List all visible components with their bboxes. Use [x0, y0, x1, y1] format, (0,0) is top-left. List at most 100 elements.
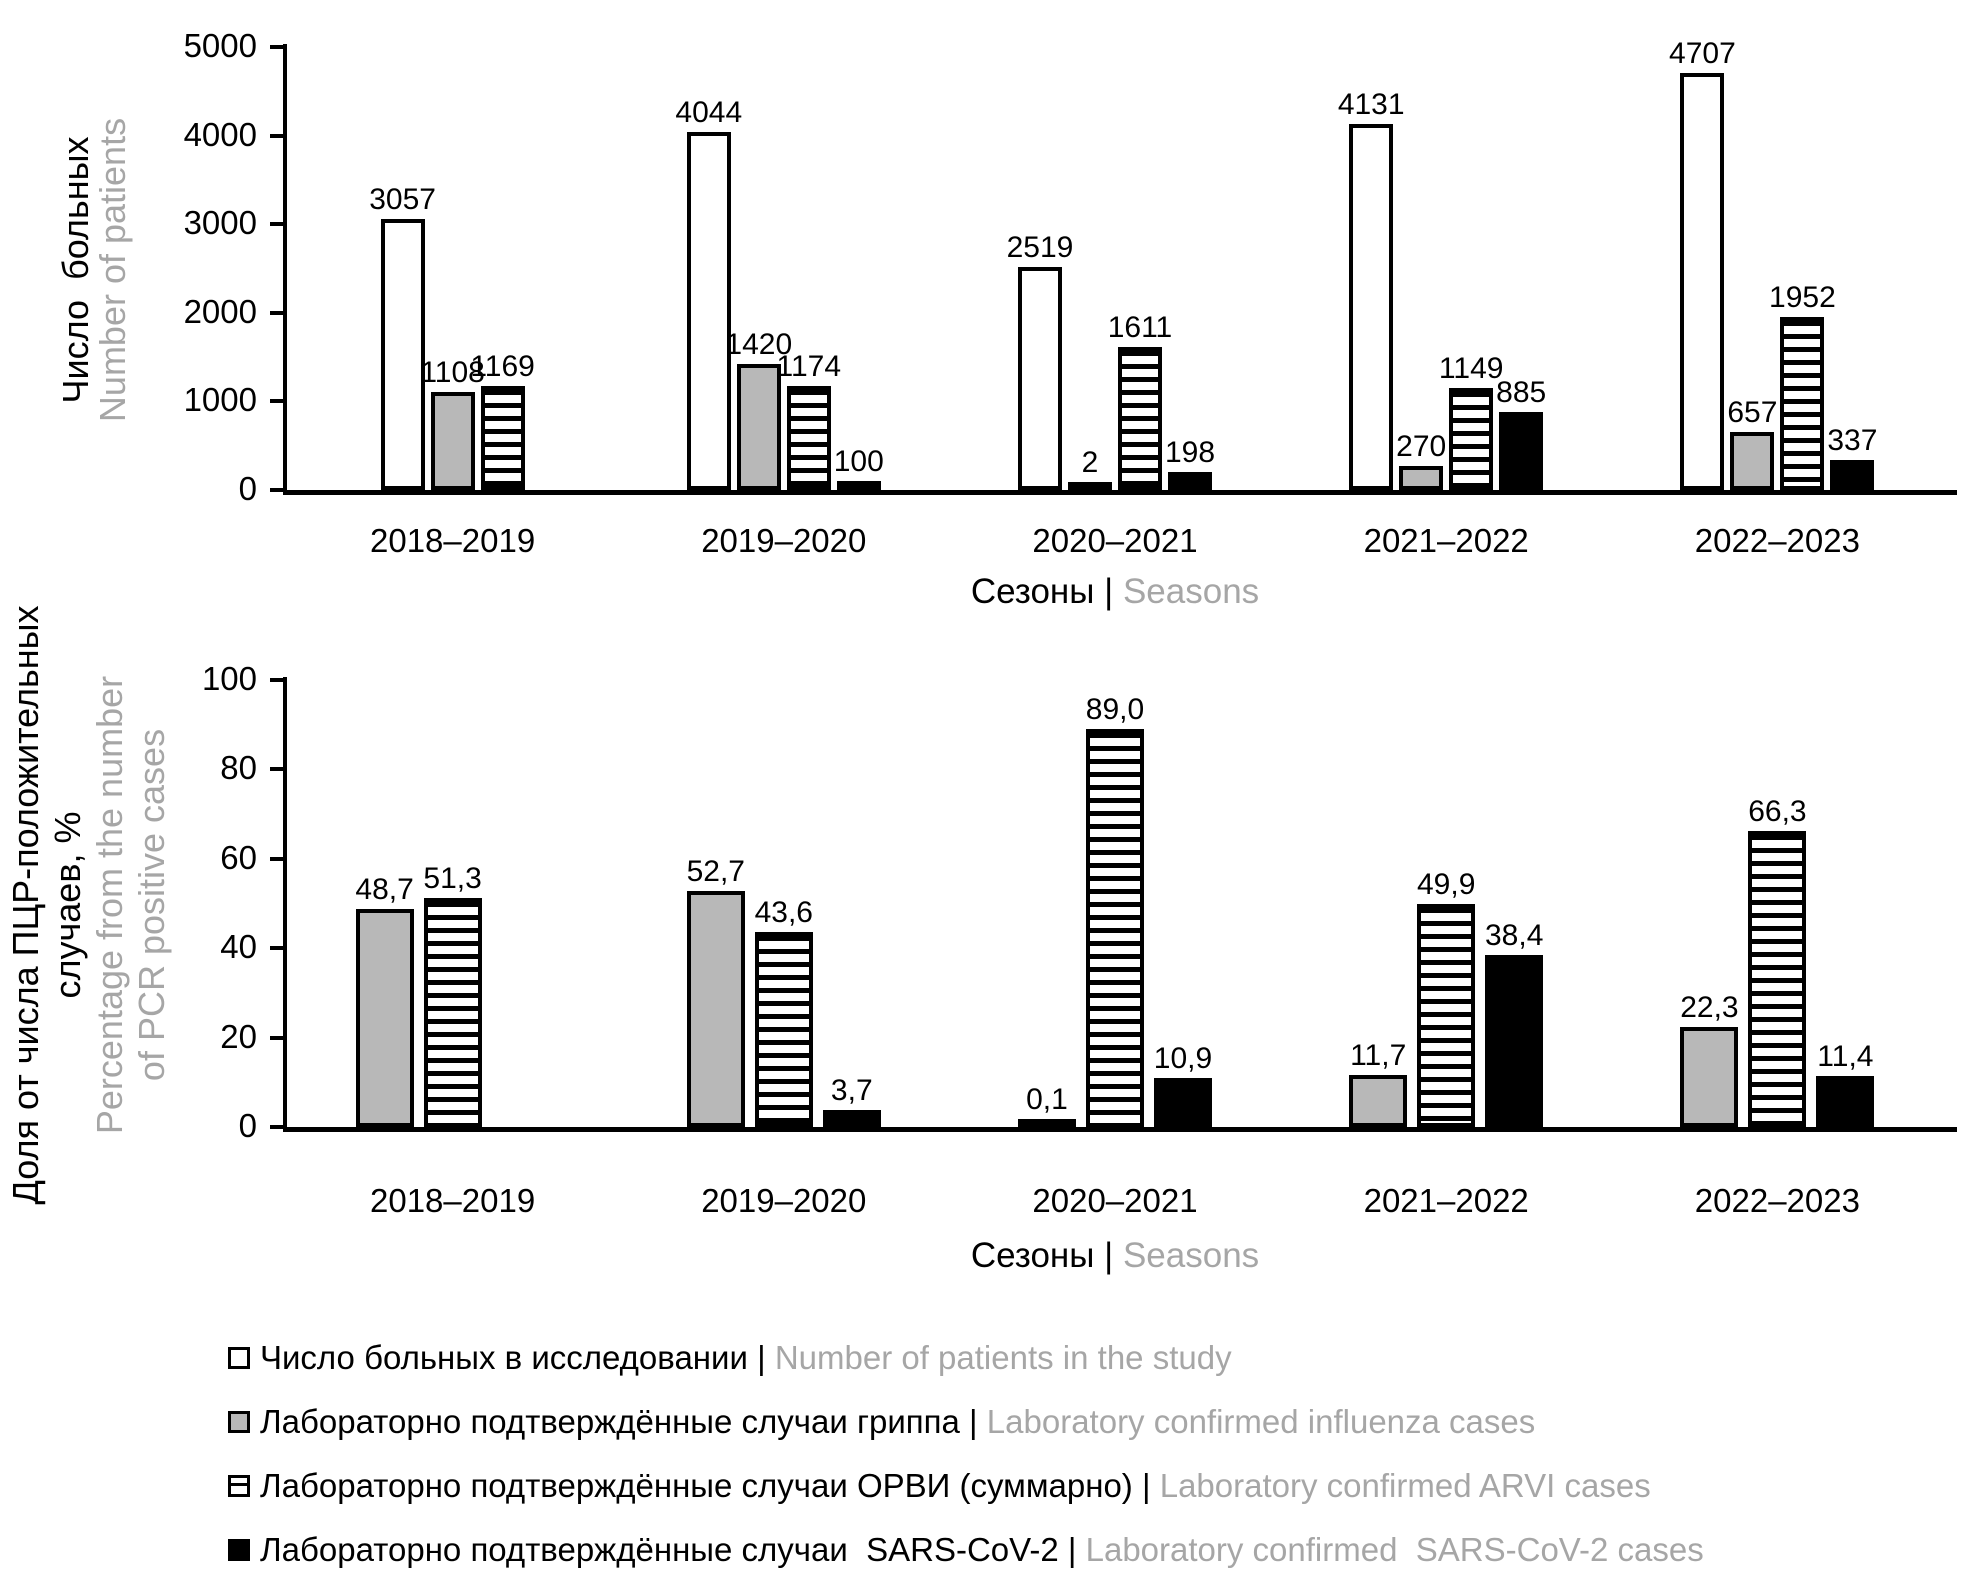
bar-arvi-2021–2022: 1149: [1439, 352, 1503, 490]
bar-sars-2020–2021: 10,9: [1154, 1042, 1212, 1127]
y-tick-label-top: 0: [238, 470, 257, 507]
black-bar-swatch-icon: [228, 1539, 250, 1561]
x-category-label-top: 2019–2020: [701, 522, 867, 559]
x-category-label-top: 2022–2023: [1694, 522, 1860, 559]
bar-influenza-2019–2020: 1420: [725, 328, 792, 490]
bar-value-label: 1174: [776, 350, 842, 383]
bar-influenza-2022–2023: 22,3: [1680, 991, 1739, 1127]
bar-group-bottom-2020–2021: 0,1 89,0 10,9: [949, 680, 1280, 1127]
bar-sars-2019–2020: 100: [834, 445, 884, 490]
y-tick-top: [270, 133, 283, 138]
legend-item-patients: Число больных в исследовании | Number of…: [228, 1338, 1704, 1378]
bar-influenza-2018–2019: 1108: [420, 356, 485, 490]
bar-sars-2021–2022: 38,4: [1485, 919, 1543, 1127]
bar-group-bottom-2019–2020: 52,7 43,6 3,7: [618, 680, 949, 1127]
bar-group-top-2022–2023: 4707 657 1952 337: [1612, 37, 1943, 490]
bottom-x-axis-title-en: Seasons: [1122, 1236, 1260, 1275]
y-tick-bottom: [270, 946, 283, 951]
y-tick-label-top: 4000: [183, 115, 257, 153]
bar-influenza-2020–2021: 2: [1067, 446, 1112, 490]
bar-value-label: 49,9: [1416, 868, 1476, 901]
bar-value-label: 1169: [470, 350, 535, 383]
bar-value-label: 2: [1081, 446, 1099, 479]
bar-value-label: 43,6: [754, 896, 813, 929]
bar-influenza-2022–2023: 657: [1727, 396, 1777, 490]
x-axis-line-bottom: [283, 1127, 1957, 1132]
bar-value-label: 52,7: [686, 855, 745, 888]
bar-group-bottom-2018–2019: 48,7 51,3: [287, 680, 618, 1127]
bar-value-label: 89,0: [1085, 693, 1145, 726]
legend-item-influenza: Лабораторно подтверждённые случаи гриппа…: [228, 1402, 1704, 1442]
y-tick-top: [270, 399, 283, 404]
bar-value-label: 657: [1727, 396, 1778, 429]
bar-sars-2019–2020: 3,7: [822, 1074, 881, 1127]
legend: Число больных в исследовании | Number of…: [228, 1338, 1704, 1588]
x-category-label-bottom: 2020–2021: [1032, 1182, 1198, 1219]
y-tick-bottom: [270, 1035, 283, 1040]
y-tick-bottom: [270, 856, 283, 861]
legend-label-en: Laboratory confirmed SARS-CoV-2 cases: [1085, 1531, 1704, 1568]
bar-sars-2020–2021: 198: [1165, 436, 1215, 490]
bar-arvi-2020–2021: 89,0: [1086, 693, 1144, 1127]
striped-bar-swatch-icon: [228, 1475, 250, 1497]
legend-label-en: Laboratory confirmed ARVI cases: [1159, 1467, 1651, 1504]
bar-sars-2021–2022: 885: [1496, 376, 1546, 490]
y-tick-label-bottom: 0: [238, 1107, 257, 1144]
bar-group-top-2019–2020: 4044 1420 1174 100: [618, 47, 949, 490]
bar-arvi-2018–2019: 1169: [470, 350, 535, 490]
y-tick-label-top: 5000: [183, 27, 257, 64]
bar-patients-2020–2021: 2519: [1007, 231, 1073, 490]
bar-value-label: 11,4: [1817, 1040, 1874, 1073]
gray-bar-swatch-icon: [228, 1411, 250, 1433]
bar-value-label: 22,3: [1680, 991, 1739, 1024]
x-category-label-bottom: 2021–2022: [1363, 1182, 1529, 1219]
y-tick-label-top: 3000: [183, 204, 257, 242]
bottom-x-axis-title-separator: |: [1094, 1236, 1123, 1275]
bar-value-label: 4044: [675, 96, 743, 129]
bar-value-label: 270: [1396, 430, 1447, 463]
legend-label-en: Number of patients in the study: [774, 1339, 1232, 1376]
top-x-axis-title-ru: Сезоны: [970, 572, 1095, 611]
y-tick-label-bottom: 20: [220, 1017, 257, 1055]
legend-separator: |: [959, 1403, 987, 1440]
legend-label-ru: Число больных в исследовании: [260, 1339, 748, 1376]
y-axis-line-top: [283, 44, 287, 495]
legend-separator: |: [1132, 1467, 1160, 1504]
y-tick-bottom: [270, 1125, 283, 1129]
bar-value-label: 1108: [420, 356, 485, 389]
bar-patients-2021–2022: 4131: [1338, 88, 1405, 490]
bar-value-label: 1611: [1107, 311, 1173, 344]
x-category-label-top: 2018–2019: [370, 522, 536, 559]
bar-value-label: 51,3: [423, 862, 482, 895]
bar-arvi-2020–2021: 1611: [1108, 311, 1172, 490]
y-tick-top: [270, 488, 283, 492]
bar-sars-2022–2023: 337: [1827, 424, 1877, 490]
bar-value-label: 11,7: [1350, 1039, 1407, 1072]
legend-label-ru: Лабораторно подтверждённые случаи ОРВИ (…: [260, 1467, 1133, 1504]
bar-value-label: 337: [1827, 424, 1878, 457]
y-axis-line-bottom: [283, 677, 287, 1132]
white-bar-swatch-icon: [228, 1347, 250, 1369]
bar-value-label: 38,4: [1484, 919, 1544, 952]
bar-arvi-2022–2023: 1952: [1769, 281, 1836, 490]
bar-value-label: 3057: [369, 183, 436, 216]
y-tick-label-bottom: 80: [220, 749, 257, 787]
bar-value-label: 1149: [1438, 352, 1504, 385]
y-tick-label-top: 1000: [183, 381, 257, 419]
bar-patients-2022–2023: 4707: [1669, 37, 1736, 490]
bar-group-top-2020–2021: 2519 2 1611 198: [949, 47, 1280, 490]
y-tick-label-bottom: 100: [201, 660, 257, 697]
bar-value-label: 48,7: [355, 873, 414, 906]
bar-sars-2022–2023: 11,4: [1816, 1040, 1875, 1127]
bar-influenza-2020–2021: 0,1: [1017, 1083, 1076, 1127]
bar-value-label: 10,9: [1153, 1042, 1213, 1075]
bar-value-label: 1420: [725, 328, 793, 361]
bar-group-bottom-2021–2022: 11,7 49,9 38,4: [1281, 680, 1612, 1127]
bottom-x-axis-title: Сезоны | Seasons: [287, 1236, 1943, 1276]
legend-separator: |: [747, 1339, 775, 1376]
top-x-axis-title: Сезоны | Seasons: [287, 572, 1943, 612]
bar-group-top-2021–2022: 4131 270 1149 885: [1281, 47, 1612, 490]
legend-item-arvi: Лабораторно подтверждённые случаи ОРВИ (…: [228, 1466, 1704, 1506]
x-category-label-bottom: 2022–2023: [1694, 1182, 1860, 1219]
